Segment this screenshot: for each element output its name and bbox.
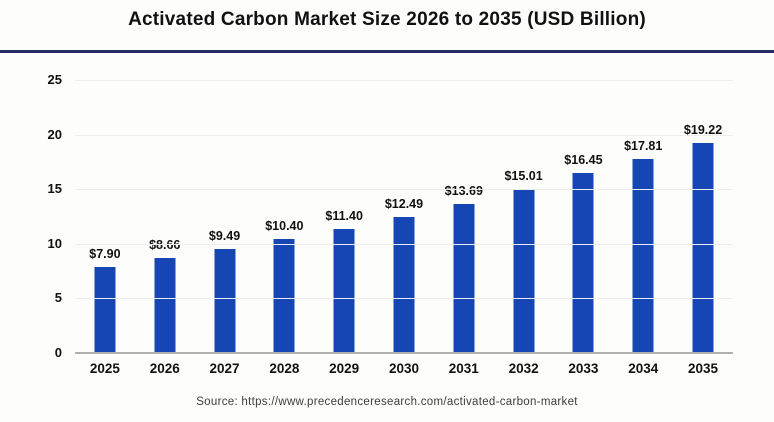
y-axis-tick-10: 10 — [47, 235, 62, 251]
x-axis-tick-2030: 2030 — [388, 361, 419, 376]
x-axis-tick-2028: 2028 — [269, 361, 300, 376]
bar-slot-2028: $10.40 — [254, 80, 314, 353]
bar-2025 — [94, 266, 116, 353]
bar-value-label-2033: $16.45 — [564, 153, 603, 168]
bar-2032 — [513, 189, 535, 353]
bar-value-label-2032: $15.01 — [504, 169, 543, 184]
gridline-y-10 — [75, 243, 733, 245]
x-axis-tick-2032: 2032 — [508, 361, 539, 376]
bar-value-label-2035: $19.22 — [683, 123, 723, 138]
gridline-y-20 — [75, 134, 733, 136]
bar-value-label-2029: $11.40 — [325, 208, 363, 223]
bar-slot-2027: $9.49 — [195, 80, 255, 353]
bar-value-label-2026: $8.66 — [149, 238, 181, 253]
gridline-y-25 — [75, 80, 733, 81]
bar-slot-2029: $11.40 — [314, 80, 374, 353]
bar-slot-2032: $15.01 — [494, 80, 554, 353]
bar-slot-2030: $12.49 — [374, 80, 434, 353]
x-axis-baseline — [75, 352, 733, 354]
bar-slot-2034: $17.81 — [613, 80, 673, 353]
x-axis-tick-2031: 2031 — [448, 361, 479, 376]
bar-series: $7.90 $8.66 $9.49 $10.40 $11.40 $12.49 $13.69 $… — [75, 80, 733, 353]
bar-value-label-2028: $10.40 — [265, 219, 304, 234]
x-axis-tick-2027: 2027 — [209, 361, 240, 376]
bar-2033 — [572, 173, 594, 353]
y-axis-tick-5: 5 — [54, 290, 62, 306]
bar-2035 — [692, 143, 714, 353]
x-axis-tick-2029: 2029 — [329, 361, 360, 376]
gridline-y-15 — [75, 189, 733, 191]
bar-slot-2026: $8.66 — [135, 80, 195, 353]
x-axis-tick-2026: 2026 — [149, 361, 180, 376]
bar-slot-2035: $19.22 — [673, 80, 733, 353]
y-axis-tick-0: 0 — [54, 345, 62, 360]
bar-value-label-2031: $13.69 — [444, 183, 483, 198]
bar-slot-2025: $7.90 — [75, 80, 135, 353]
bar-2027 — [214, 249, 236, 353]
bar-value-label-2027: $9.49 — [208, 229, 241, 244]
bar-value-label-2034: $17.81 — [624, 138, 663, 153]
title-divider — [0, 50, 774, 53]
bar-2029 — [333, 228, 355, 353]
gridline-y-5 — [75, 298, 733, 300]
x-axis-tick-2033: 2033 — [568, 361, 599, 376]
y-axis-tick-25: 25 — [47, 72, 62, 87]
y-axis-tick-15: 15 — [47, 181, 62, 197]
bar-slot-2033: $16.45 — [554, 80, 614, 353]
bar-2028 — [273, 239, 295, 353]
y-axis-tick-20: 20 — [47, 126, 62, 142]
x-axis-tick-2035: 2035 — [688, 361, 719, 376]
bar-2034 — [632, 158, 654, 353]
bar-slot-2031: $13.69 — [434, 80, 494, 353]
x-axis-tick-2025: 2025 — [89, 361, 120, 376]
bar-2026 — [154, 258, 176, 353]
bar-2031 — [453, 203, 475, 353]
x-axis-labels: 2025 2026 2027 2028 2029 2030 2031 2032 2033 2034… — [75, 361, 733, 376]
plot-area: $7.90 $8.66 $9.49 $10.40 $11.40 $12.49 $13.69 $… — [75, 80, 733, 354]
bar-value-label-2030: $12.49 — [384, 196, 424, 211]
bar-value-label-2025: $7.90 — [89, 246, 121, 261]
chart-title: Activated Carbon Market Size 2026 to 203… — [128, 9, 646, 30]
bar-2030 — [393, 216, 415, 353]
x-axis-tick-2034: 2034 — [628, 361, 659, 376]
source-attribution: Source: https://www.precedenceresearch.c… — [196, 396, 578, 408]
